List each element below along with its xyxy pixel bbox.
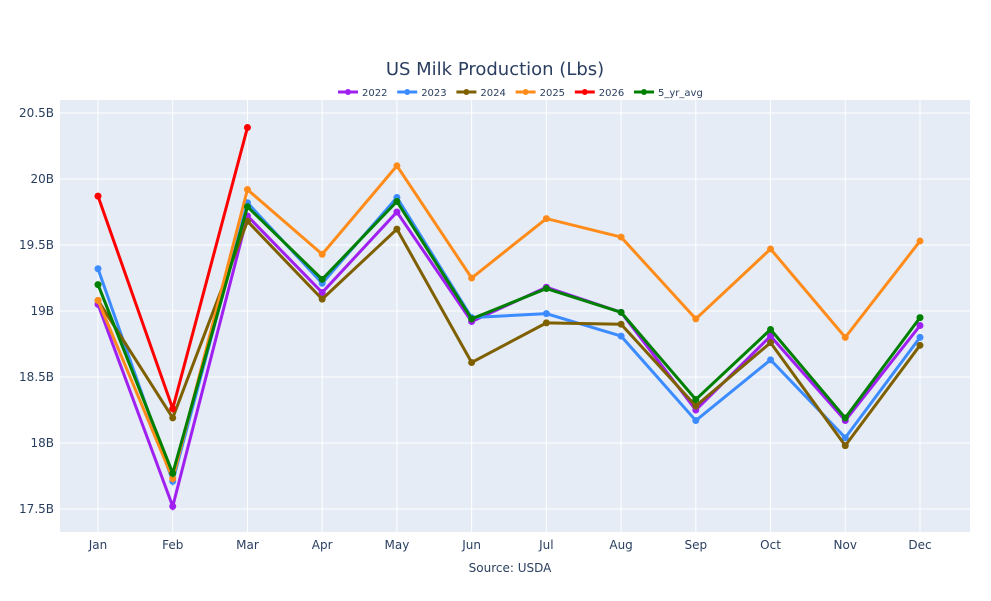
data-point	[468, 358, 476, 366]
series-2025	[94, 162, 924, 484]
data-point	[617, 320, 625, 328]
legend-label: 2026	[599, 88, 624, 99]
x-tick-label: Apr	[312, 538, 333, 552]
data-point	[916, 322, 924, 330]
data-point	[617, 233, 625, 241]
legend-item: 2024	[456, 88, 506, 99]
x-tick-label: Mar	[236, 538, 259, 552]
legend-marker	[581, 89, 588, 95]
data-point	[318, 275, 326, 283]
data-point	[916, 314, 924, 322]
x-tick-label: Jan	[88, 538, 108, 552]
data-point	[94, 296, 102, 304]
data-point	[243, 124, 251, 132]
data-point	[916, 341, 924, 349]
data-point	[243, 203, 251, 211]
data-point	[94, 192, 102, 200]
x-axis-label: Source: USDA	[469, 561, 553, 575]
chart-title: US Milk Production (Lbs)	[386, 59, 604, 80]
data-point	[692, 395, 700, 403]
series-2026	[94, 124, 251, 414]
data-point	[916, 237, 924, 245]
y-tick-label: 20.5B	[19, 106, 54, 120]
data-point	[169, 414, 177, 422]
data-point	[767, 325, 775, 333]
legend-item: 2026	[574, 88, 624, 99]
legend-marker	[404, 89, 411, 95]
data-point	[169, 405, 177, 413]
legend-marker	[463, 89, 470, 95]
legend-item: 2023	[397, 88, 447, 99]
y-tick-label: 19B	[30, 304, 54, 318]
data-point	[468, 315, 476, 323]
x-tick-label: Dec	[908, 538, 931, 552]
legend-label: 5_yr_avg	[658, 88, 703, 99]
y-tick-label: 17.5B	[19, 502, 54, 516]
data-point	[393, 162, 401, 170]
data-point	[94, 265, 102, 273]
data-point	[617, 308, 625, 316]
series-line	[96, 163, 922, 484]
x-tick-label: Jul	[538, 538, 553, 552]
x-tick-label: Feb	[162, 538, 183, 552]
data-point	[542, 285, 550, 293]
data-point	[468, 274, 476, 282]
data-point	[841, 434, 849, 442]
data-point	[841, 442, 849, 450]
x-tick-label: Oct	[760, 538, 781, 552]
data-point	[841, 333, 849, 341]
legend-label: 2023	[421, 88, 446, 99]
legend-item: 2025	[515, 88, 565, 99]
data-point	[393, 197, 401, 205]
data-point	[767, 245, 775, 253]
data-point	[692, 402, 700, 410]
data-point	[243, 186, 251, 194]
y-tick-label: 19.5B	[19, 238, 54, 252]
data-point	[692, 315, 700, 323]
data-point	[841, 414, 849, 422]
data-point	[767, 332, 775, 340]
data-point	[767, 356, 775, 364]
x-tick-label: Sep	[685, 538, 708, 552]
data-point	[542, 319, 550, 327]
data-point	[318, 295, 326, 303]
legend-label: 2022	[362, 88, 387, 99]
y-tick-label: 18B	[30, 436, 54, 450]
data-point	[318, 250, 326, 258]
series-5_yr_avg	[94, 197, 924, 479]
data-point	[767, 339, 775, 347]
x-tick-label: May	[385, 538, 410, 552]
data-point	[393, 225, 401, 233]
legend-item: 5_yr_avg	[634, 88, 703, 99]
data-point	[617, 332, 625, 340]
data-point	[169, 469, 177, 477]
legend-item: 2022	[338, 88, 387, 99]
data-point	[916, 333, 924, 341]
legend-marker	[345, 89, 351, 95]
data-point	[393, 208, 401, 216]
legend-marker	[522, 89, 529, 95]
data-point	[243, 217, 251, 225]
data-point	[542, 215, 550, 223]
x-tick-label: Aug	[609, 538, 632, 552]
data-point	[169, 475, 177, 483]
legend-label: 2024	[480, 88, 505, 99]
legend-label: 2025	[540, 88, 565, 99]
data-point	[94, 281, 102, 289]
x-tick-label: Nov	[834, 538, 857, 552]
data-point	[692, 417, 700, 425]
x-tick-label: Jun	[461, 538, 481, 552]
y-tick-label: 18.5B	[19, 370, 54, 384]
data-point	[318, 289, 326, 297]
y-tick-label: 20B	[30, 172, 54, 186]
data-point	[542, 310, 550, 318]
series-line	[96, 199, 922, 479]
data-point	[169, 502, 177, 510]
legend-marker	[641, 89, 647, 95]
